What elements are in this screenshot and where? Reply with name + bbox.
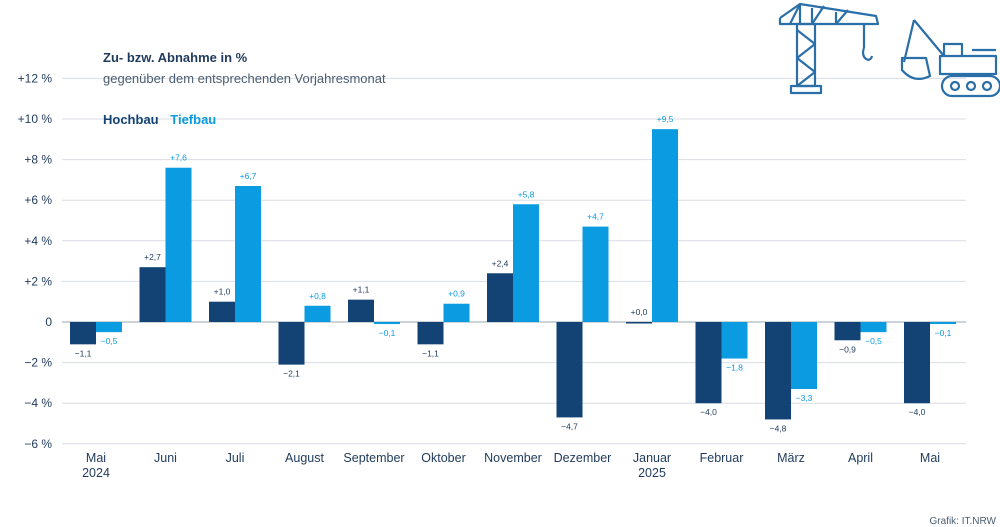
bar-tiefbau [304, 305, 331, 322]
data-label: −4,7 [561, 421, 578, 431]
x-tick-label: März [777, 451, 805, 465]
x-tick-label: 2024 [82, 466, 110, 480]
x-tick-label: Dezember [554, 451, 612, 465]
data-label: −4,8 [770, 423, 787, 433]
y-tick-label: +4 % [24, 234, 52, 248]
legend-item-tiefbau: Tiefbau [170, 112, 217, 127]
bar-hochbau [487, 273, 513, 322]
bar-hochbau [209, 301, 235, 322]
x-tick-label: August [285, 451, 324, 465]
data-label: −2,1 [283, 369, 300, 379]
bar-hochbau [695, 322, 722, 404]
bar-tiefbau [791, 322, 817, 389]
bar-hochbau [278, 322, 305, 365]
bar-hochbau [904, 322, 930, 404]
data-label: −0,5 [865, 336, 882, 346]
data-label: +0,8 [309, 291, 326, 301]
data-label: −0,1 [935, 328, 952, 338]
data-label: +0,9 [448, 289, 465, 299]
data-label: +9,5 [657, 114, 674, 124]
bar-tiefbau [165, 167, 192, 322]
data-label: −0,1 [379, 328, 396, 338]
y-tick-label: +8 % [24, 153, 52, 167]
legend-item-hochbau: Hochbau [103, 112, 159, 127]
bar-tiefbau [443, 303, 470, 322]
y-tick-label: −4 % [24, 396, 52, 410]
data-label: −3,3 [796, 393, 813, 403]
x-tick-label: Januar [633, 451, 671, 465]
x-tick-label: Oktober [421, 451, 465, 465]
bar-hochbau [139, 267, 166, 322]
data-label: −1,8 [726, 363, 743, 373]
bar-hochbau [765, 322, 791, 420]
bar-hochbau [348, 299, 374, 322]
bar-tiefbau [582, 226, 609, 322]
x-tick-label: Mai [920, 451, 940, 465]
bar-tiefbau [721, 322, 748, 359]
bar-tiefbau [96, 322, 122, 333]
data-label: −4,0 [700, 407, 717, 417]
y-tick-label: +6 % [24, 193, 52, 207]
crane-icon [778, 2, 880, 95]
x-tick-label: November [484, 451, 542, 465]
data-label: +1,0 [214, 287, 231, 297]
data-label: +2,7 [144, 252, 161, 262]
chart-credit: Grafik: IT.NRW [929, 516, 996, 527]
data-label: −1,1 [422, 348, 439, 358]
bar-tiefbau [374, 322, 400, 325]
bar-hochbau [556, 322, 583, 418]
bar-tiefbau [860, 322, 887, 333]
y-tick-label: +10 % [18, 112, 53, 126]
y-tick-label: 0 [45, 315, 52, 329]
data-label: +5,8 [518, 189, 535, 199]
x-tick-label: Februar [700, 451, 744, 465]
y-tick-label: +2 % [24, 274, 52, 288]
bars: −1,1 −0,5 +2,7 +7,6 +1,0 +6,7 −2,1 +0,8 +1,1 −0,1… [70, 114, 956, 433]
data-label: −4,0 [909, 407, 926, 417]
data-label: −0,5 [101, 336, 118, 346]
data-label: +4,7 [587, 212, 604, 222]
bar-hochbau [626, 322, 652, 324]
x-tick-label: Mai [86, 451, 106, 465]
data-label: −0,9 [839, 344, 856, 354]
x-tick-label: September [343, 451, 404, 465]
y-tick-label: +12 % [18, 71, 53, 85]
data-label: +6,7 [240, 171, 257, 181]
x-tick-label: April [848, 451, 873, 465]
bar-hochbau [70, 322, 96, 345]
bar-tiefbau [235, 185, 261, 322]
data-label: +0,0 [631, 307, 648, 317]
bar-hochbau [417, 322, 444, 345]
data-label: +2,4 [492, 258, 509, 268]
chart-title: Zu- bzw. Abnahme in % [103, 50, 248, 65]
y-tick-label: −2 % [24, 356, 52, 370]
data-label: −1,1 [75, 348, 92, 358]
x-tick-label: 2025 [638, 466, 666, 480]
x-tick-label: Juni [154, 451, 177, 465]
chart-subtitle: gegenüber dem entsprechenden Vorjahresmo… [103, 71, 386, 86]
bar-hochbau [834, 322, 861, 341]
bar-tiefbau [930, 322, 956, 325]
y-tick-label: −6 % [24, 437, 52, 451]
data-label: +1,1 [353, 285, 370, 295]
legend: Hochbau Tiefbau [103, 112, 224, 127]
y-axis: +12 % +10 % +8 % +6 % +4 % +2 % 0 −2 % −4 % −6 % [18, 71, 53, 450]
excavator-icon [900, 19, 1000, 98]
data-label: +7,6 [170, 153, 187, 163]
bar-tiefbau [513, 204, 539, 322]
bar-tiefbau [652, 129, 678, 322]
x-tick-label: Juli [226, 451, 245, 465]
